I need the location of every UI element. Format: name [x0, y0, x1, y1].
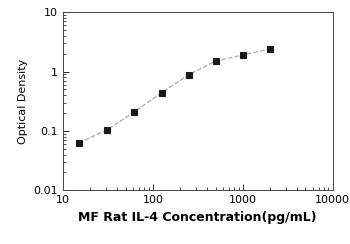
X-axis label: MF Rat IL-4 Concentration(pg/mL): MF Rat IL-4 Concentration(pg/mL) — [78, 211, 317, 224]
Y-axis label: Optical Density: Optical Density — [18, 59, 28, 144]
